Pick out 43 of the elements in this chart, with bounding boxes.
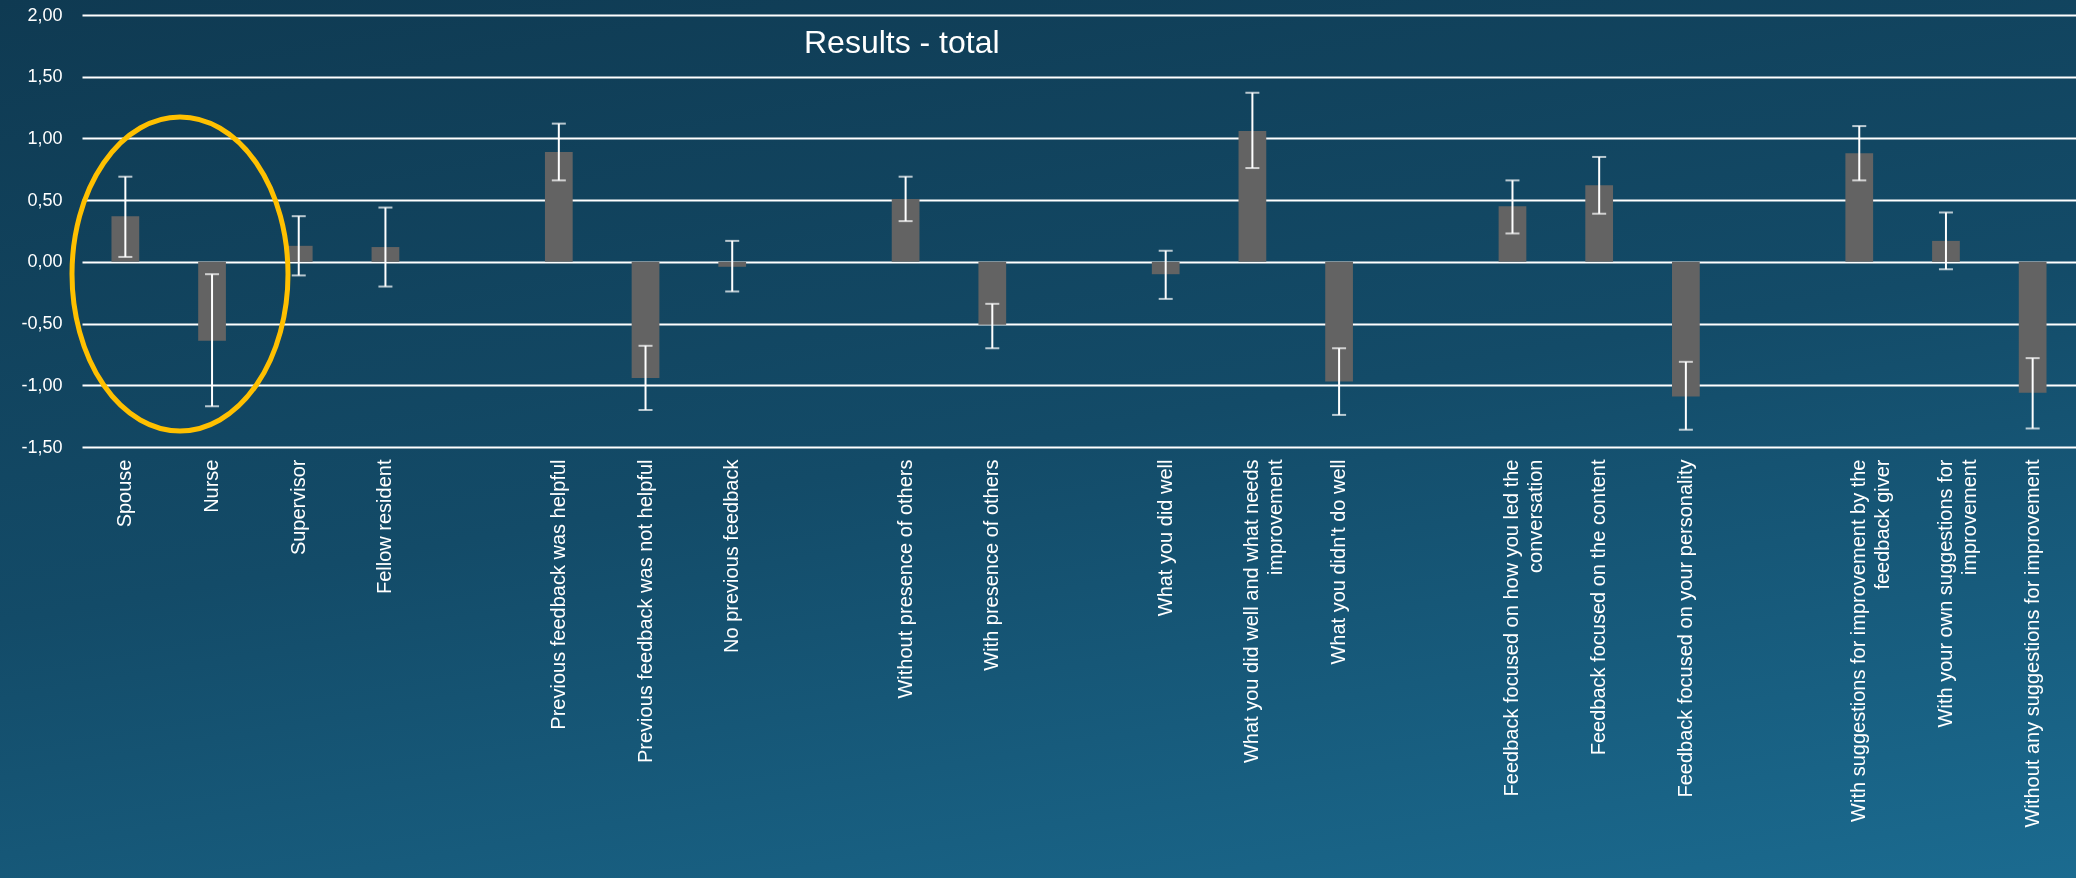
y-tick-label: 0,00 [27, 251, 63, 272]
bar [1672, 261, 1700, 397]
x-tick-label: Supervisor [286, 459, 309, 556]
x-tick-label: What you didn't do well [1327, 459, 1350, 665]
x-tick-label: Nurse [200, 459, 223, 513]
bar [2018, 261, 2047, 393]
x-tick-label: Without presence of others [893, 459, 916, 699]
chart-title: Results - total [803, 24, 1000, 60]
bar [1151, 261, 1180, 275]
y-tick-label: 1,00 [27, 127, 63, 148]
x-tick-label: Without any suggestions for improvement [2020, 459, 2043, 828]
x-tick-label: Feedback focused on your personality [1673, 459, 1696, 798]
y-tick-label: 0,50 [27, 189, 63, 210]
x-tick-label: Fellow resident [373, 459, 396, 595]
bar [371, 247, 400, 262]
bar [111, 216, 140, 262]
x-tick-label: Previous feedback was helpful [546, 459, 569, 730]
y-tick-label: 1,50 [27, 66, 63, 87]
bar [718, 261, 747, 267]
bar [1932, 240, 1960, 262]
x-tick-label: No previous feedback [720, 458, 743, 653]
x-tick-label: With presence of others [980, 459, 1003, 671]
bar [1845, 153, 1874, 262]
x-tick-label: Previous feedback was not helpful [633, 459, 656, 764]
y-tick-label: 2,00 [27, 4, 63, 25]
y-tick-label: -0,50 [21, 313, 63, 334]
bar [1498, 206, 1527, 262]
x-tick-label: Feedback focused on how you led the conversation [1500, 459, 1547, 797]
bar [544, 152, 573, 262]
x-tick-label: Spouse [113, 459, 136, 528]
bar [978, 261, 1007, 325]
y-tick-label: -1,00 [21, 374, 63, 395]
x-tick-label: With suggestions for improvement by the feedback giver [1847, 459, 1894, 822]
x-tick-label: Feedback focused on the content [1587, 459, 1610, 756]
bar [1325, 261, 1353, 382]
bar [1585, 185, 1614, 262]
bar [631, 261, 660, 378]
bar [198, 261, 226, 341]
bar [1238, 131, 1267, 262]
x-tick-label: What you did well and what needs improvement [1240, 459, 1287, 764]
x-tick-label: What you did well [1153, 459, 1176, 617]
y-tick-label: -1,50 [21, 436, 63, 457]
bar [891, 198, 920, 262]
